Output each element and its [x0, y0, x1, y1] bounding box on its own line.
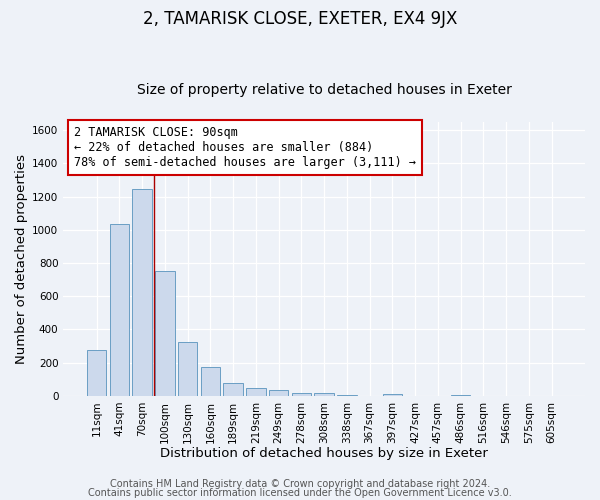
- Text: 2 TAMARISK CLOSE: 90sqm
← 22% of detached houses are smaller (884)
78% of semi-d: 2 TAMARISK CLOSE: 90sqm ← 22% of detache…: [74, 126, 416, 169]
- Bar: [155, 272, 175, 396]
- Title: Size of property relative to detached houses in Exeter: Size of property relative to detached ho…: [137, 83, 512, 97]
- Bar: [178, 342, 197, 396]
- Bar: [133, 189, 152, 396]
- Text: Contains public sector information licensed under the Open Government Licence v3: Contains public sector information licen…: [88, 488, 512, 498]
- Bar: [383, 394, 402, 396]
- Bar: [201, 367, 220, 396]
- Text: Contains HM Land Registry data © Crown copyright and database right 2024.: Contains HM Land Registry data © Crown c…: [110, 479, 490, 489]
- Bar: [87, 350, 106, 396]
- X-axis label: Distribution of detached houses by size in Exeter: Distribution of detached houses by size …: [160, 447, 488, 460]
- Bar: [337, 395, 356, 396]
- Bar: [246, 388, 266, 396]
- Bar: [451, 395, 470, 396]
- Bar: [223, 382, 243, 396]
- Y-axis label: Number of detached properties: Number of detached properties: [15, 154, 28, 364]
- Bar: [110, 224, 129, 396]
- Bar: [269, 390, 289, 396]
- Text: 2, TAMARISK CLOSE, EXETER, EX4 9JX: 2, TAMARISK CLOSE, EXETER, EX4 9JX: [143, 10, 457, 28]
- Bar: [292, 392, 311, 396]
- Bar: [314, 392, 334, 396]
